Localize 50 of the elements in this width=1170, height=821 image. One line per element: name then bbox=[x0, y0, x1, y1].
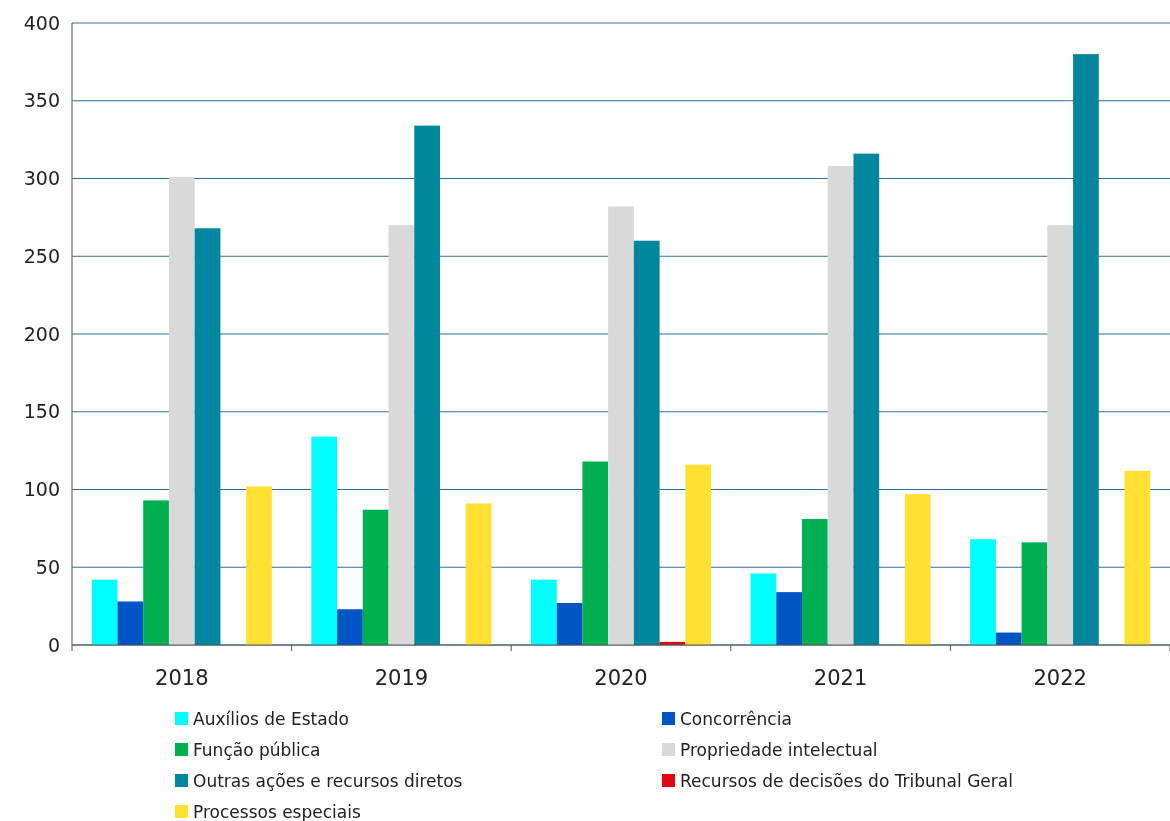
x-tick-label: 2021 bbox=[813, 666, 868, 690]
bar bbox=[582, 461, 609, 645]
bar bbox=[168, 176, 195, 645]
bar bbox=[465, 503, 492, 645]
bar bbox=[1021, 542, 1048, 645]
bar bbox=[91, 579, 118, 645]
bar bbox=[608, 206, 634, 645]
legend-label: Propriedade intelectual bbox=[680, 739, 878, 760]
bar bbox=[1073, 54, 1099, 645]
legend-label: Auxílios de Estado bbox=[193, 708, 349, 729]
legend-label: Concorrência bbox=[680, 708, 792, 729]
bar bbox=[530, 579, 557, 645]
y-tick-label: 50 bbox=[35, 555, 60, 578]
y-tick-label: 350 bbox=[23, 89, 60, 112]
legend-label: Processos especiais bbox=[193, 801, 361, 821]
bar bbox=[556, 603, 583, 645]
bar bbox=[414, 125, 440, 645]
y-tick-label: 200 bbox=[23, 322, 60, 345]
bar bbox=[1047, 225, 1074, 645]
bar bbox=[143, 500, 169, 645]
bar bbox=[853, 153, 880, 645]
bar bbox=[776, 592, 803, 645]
bar bbox=[750, 573, 777, 645]
x-tick-label: 2018 bbox=[155, 666, 209, 690]
bar bbox=[117, 601, 144, 645]
bar bbox=[827, 166, 854, 645]
y-tick-label: 0 bbox=[47, 633, 60, 656]
bar bbox=[362, 509, 389, 645]
y-tick-label: 100 bbox=[23, 478, 60, 501]
y-tick-label: 150 bbox=[23, 400, 60, 423]
bar bbox=[802, 519, 828, 645]
x-tick-label: 2019 bbox=[374, 666, 429, 690]
y-tick-label: 250 bbox=[23, 244, 60, 267]
bar bbox=[246, 486, 272, 645]
y-tick-label: 400 bbox=[23, 11, 60, 34]
bar bbox=[633, 240, 660, 645]
legend-label: Outras ações e recursos diretos bbox=[193, 770, 463, 791]
bar bbox=[1124, 470, 1151, 645]
y-tick-label: 300 bbox=[23, 167, 60, 190]
bar bbox=[311, 436, 338, 645]
bar bbox=[337, 609, 363, 645]
bar bbox=[970, 539, 996, 645]
x-tick-label: 2020 bbox=[594, 666, 648, 690]
bar bbox=[685, 464, 712, 645]
legend-label: Função pública bbox=[193, 739, 321, 760]
bar bbox=[904, 494, 931, 645]
legend-label: Recursos de decisões do Tribunal Geral bbox=[680, 770, 1013, 791]
bar bbox=[388, 225, 415, 645]
bar bbox=[194, 228, 221, 645]
x-tick-label: 2022 bbox=[1033, 666, 1087, 690]
